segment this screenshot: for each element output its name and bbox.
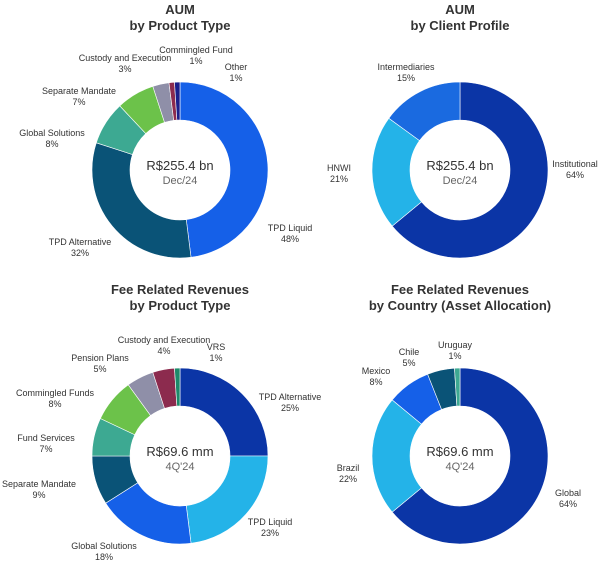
donut-slice-vrs: [174, 367, 181, 407]
slice-pct-global: 64%: [559, 499, 577, 509]
slice-label-brazil: Brazil: [337, 463, 360, 473]
center-value: R$255.4 bn: [426, 158, 493, 173]
slice-label-global: Global: [555, 488, 581, 498]
slice-pct-brazil: 22%: [339, 474, 357, 484]
donut-slice-tpd-liquid: [185, 455, 269, 544]
slice-label-custody-and-execution: Custody and Execution: [118, 335, 211, 345]
slice-label-fund-services: Fund Services: [17, 433, 75, 443]
slice-pct-tpd-liquid: 48%: [281, 234, 299, 244]
slice-pct-global-solutions: 18%: [95, 552, 113, 562]
slice-pct-tpd-liquid: 23%: [261, 528, 279, 538]
slice-label-hnwi: HNWI: [327, 163, 351, 173]
slice-label-other: Other: [225, 62, 248, 72]
slice-pct-tpd-alternative: 32%: [71, 248, 89, 258]
slice-label-tpd-alternative: TPD Alternative: [49, 237, 112, 247]
slice-pct-pension-plans: 5%: [93, 364, 106, 374]
slice-pct-tpd-alternative: 25%: [281, 403, 299, 413]
slice-label-separate-mandate: Separate Mandate: [2, 479, 76, 489]
slice-pct-mexico: 8%: [369, 377, 382, 387]
slice-label-chile: Chile: [399, 347, 420, 357]
slice-pct-global-solutions: 8%: [45, 139, 58, 149]
donut-slice-uruguay: [454, 367, 461, 407]
donut-slice-tpd-liquid: [179, 81, 269, 258]
slice-label-mexico: Mexico: [362, 366, 391, 376]
slice-pct-fund-services: 7%: [39, 444, 52, 454]
slice-pct-institutional: 64%: [566, 170, 584, 180]
slice-pct-other: 1%: [229, 73, 242, 83]
slice-pct-hnwi: 21%: [330, 174, 348, 184]
aum-by-product-type-chart: AUM by Product Type R$255.4 bn Dec/24 TP…: [19, 2, 313, 259]
chart-title: Fee Related Revenues: [391, 282, 529, 297]
donut-slice-global: [391, 367, 549, 545]
center-label: 4Q'24: [165, 461, 194, 473]
center-value: R$69.6 mm: [426, 444, 493, 459]
slice-label-institutional: Institutional: [552, 159, 598, 169]
slice-pct-commingled-funds: 8%: [48, 399, 61, 409]
chart-subtitle: by Product Type: [130, 298, 231, 313]
donut-slice-tpd-alternative: [91, 142, 192, 259]
slice-pct-uruguay: 1%: [448, 351, 461, 361]
chart-title: AUM: [165, 2, 195, 17]
slice-pct-custody-and-execution: 4%: [157, 346, 170, 356]
center-value: R$69.6 mm: [146, 444, 213, 459]
slice-label-separate-mandate: Separate Mandate: [42, 86, 116, 96]
slice-pct-chile: 5%: [402, 358, 415, 368]
chart-subtitle: by Country (Asset Allocation): [369, 298, 551, 313]
slice-label-global-solutions: Global Solutions: [71, 541, 137, 551]
slice-label-tpd-liquid: TPD Liquid: [248, 517, 293, 527]
slice-pct-separate-mandate: 9%: [32, 490, 45, 500]
slice-pct-custody-and-execution: 3%: [118, 64, 131, 74]
slice-label-global-solutions: Global Solutions: [19, 128, 85, 138]
chart-subtitle: by Product Type: [130, 18, 231, 33]
slice-label-intermediaries: Intermediaries: [377, 62, 435, 72]
center-label: Dec/24: [163, 175, 198, 187]
aum-by-client-profile-chart: AUM by Client Profile R$255.4 bn Dec/24 …: [327, 2, 598, 259]
slice-label-vrs: VRS: [207, 342, 226, 352]
slice-pct-commingled-fund: 1%: [189, 56, 202, 66]
chart-subtitle: by Client Profile: [411, 18, 510, 33]
donut-slice-tpd-alternative: [179, 367, 269, 457]
donut-slice-institutional: [391, 81, 549, 259]
donut-slice-other: [174, 81, 181, 121]
fee-revenues-by-product-type-chart: Fee Related Revenues by Product Type R$6…: [2, 282, 321, 562]
slice-label-pension-plans: Pension Plans: [71, 353, 129, 363]
center-label: Dec/24: [443, 175, 478, 187]
slice-label-tpd-liquid: TPD Liquid: [268, 223, 313, 233]
slice-label-uruguay: Uruguay: [438, 340, 473, 350]
chart-title: AUM: [445, 2, 475, 17]
slice-pct-vrs: 1%: [209, 353, 222, 363]
slice-label-custody-and-execution: Custody and Execution: [79, 53, 172, 63]
fee-revenues-by-country-chart: Fee Related Revenues by Country (Asset A…: [337, 282, 581, 545]
slice-label-commingled-funds: Commingled Funds: [16, 388, 95, 398]
center-label: 4Q'24: [445, 461, 474, 473]
slice-label-tpd-alternative: TPD Alternative: [259, 392, 322, 402]
slice-pct-intermediaries: 15%: [397, 73, 415, 83]
center-value: R$255.4 bn: [146, 158, 213, 173]
slice-label-commingled-fund: Commingled Fund: [159, 45, 233, 55]
donut-slice-intermediaries: [388, 81, 461, 142]
chart-title: Fee Related Revenues: [111, 282, 249, 297]
slice-pct-separate-mandate: 7%: [72, 97, 85, 107]
